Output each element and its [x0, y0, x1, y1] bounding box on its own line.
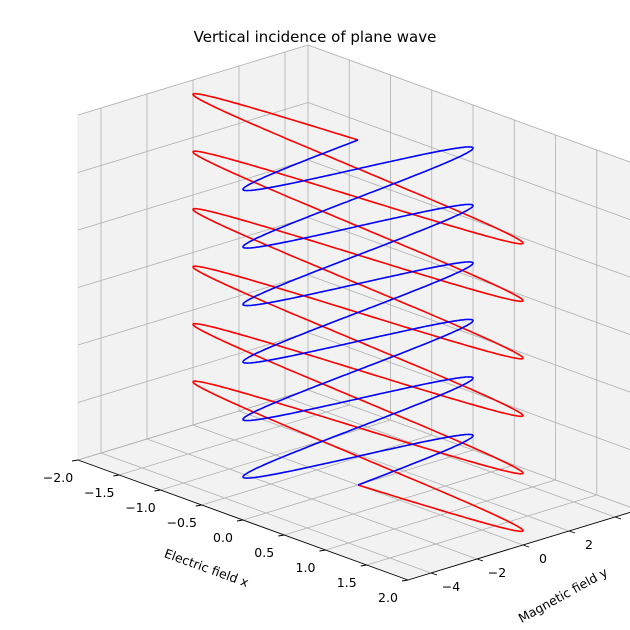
x-tick-label: −1.5 — [84, 485, 114, 500]
axis-lines — [71, 459, 630, 582]
x-axis-label: Electric field x — [162, 546, 250, 590]
z-grid-left — [77, 389, 309, 461]
x-tick-mark — [401, 579, 409, 582]
x-tick-label: −1.0 — [125, 500, 155, 515]
y-tick-label: 2 — [585, 537, 593, 552]
y-tick-mark — [476, 558, 484, 562]
y-tick-mark — [614, 516, 622, 520]
x-tick-label: 1.0 — [296, 560, 316, 575]
y-axis-label: Magnetic field y — [516, 564, 611, 626]
x-tick-mark — [154, 489, 161, 492]
y-tick-label: −4 — [442, 579, 460, 594]
x-tick-label: 1.5 — [337, 575, 357, 590]
z-grid-right — [307, 159, 630, 278]
blue-wave-curve — [242, 139, 474, 486]
x-tick-label: 0.0 — [213, 530, 233, 545]
y-tick-label: 0 — [539, 551, 547, 566]
y-tick-mark — [522, 544, 530, 548]
z-grid-left — [77, 102, 309, 173]
y-grid-floor — [146, 438, 478, 560]
y-grid-floor — [238, 410, 570, 532]
y-tick-label: −2 — [488, 565, 506, 580]
data-curves — [192, 92, 524, 533]
z-grid-right — [307, 389, 630, 508]
x-tick-label: −2.0 — [43, 470, 73, 485]
y-grid-floor — [100, 452, 432, 574]
x-tick-mark — [195, 504, 202, 507]
z-grid-right — [307, 44, 630, 163]
chart-title: Vertical incidence of plane wave — [194, 28, 437, 46]
y-tick-mark — [430, 572, 438, 576]
y-tick-mark — [568, 530, 576, 534]
x-tick-label: 2.0 — [378, 590, 398, 605]
x-tick-label: 0.5 — [254, 545, 274, 560]
z-grid-left — [77, 274, 309, 346]
z-grid-left — [77, 159, 309, 231]
x-tick-mark — [71, 459, 79, 462]
x-tick-mark — [236, 519, 244, 522]
x-tick-mark — [278, 534, 285, 537]
z-grid-right — [307, 332, 630, 451]
y-grid-floor — [284, 396, 616, 518]
axis-panes — [76, 44, 630, 581]
z-grid-left — [77, 332, 309, 403]
x-tick-label: −0.5 — [167, 515, 197, 530]
x-tick-mark — [319, 549, 326, 552]
x-tick-mark — [360, 564, 367, 567]
z-grid-right — [307, 217, 630, 336]
z-grid-left — [77, 44, 309, 116]
z-grid-left — [77, 217, 309, 288]
z-grid-right — [307, 274, 630, 393]
tick-labels: −2.0−1.5−1.0−0.50.00.51.01.52.0−4−202401… — [43, 470, 593, 605]
x-tick-mark — [113, 474, 120, 477]
z-grid-right — [307, 102, 630, 221]
